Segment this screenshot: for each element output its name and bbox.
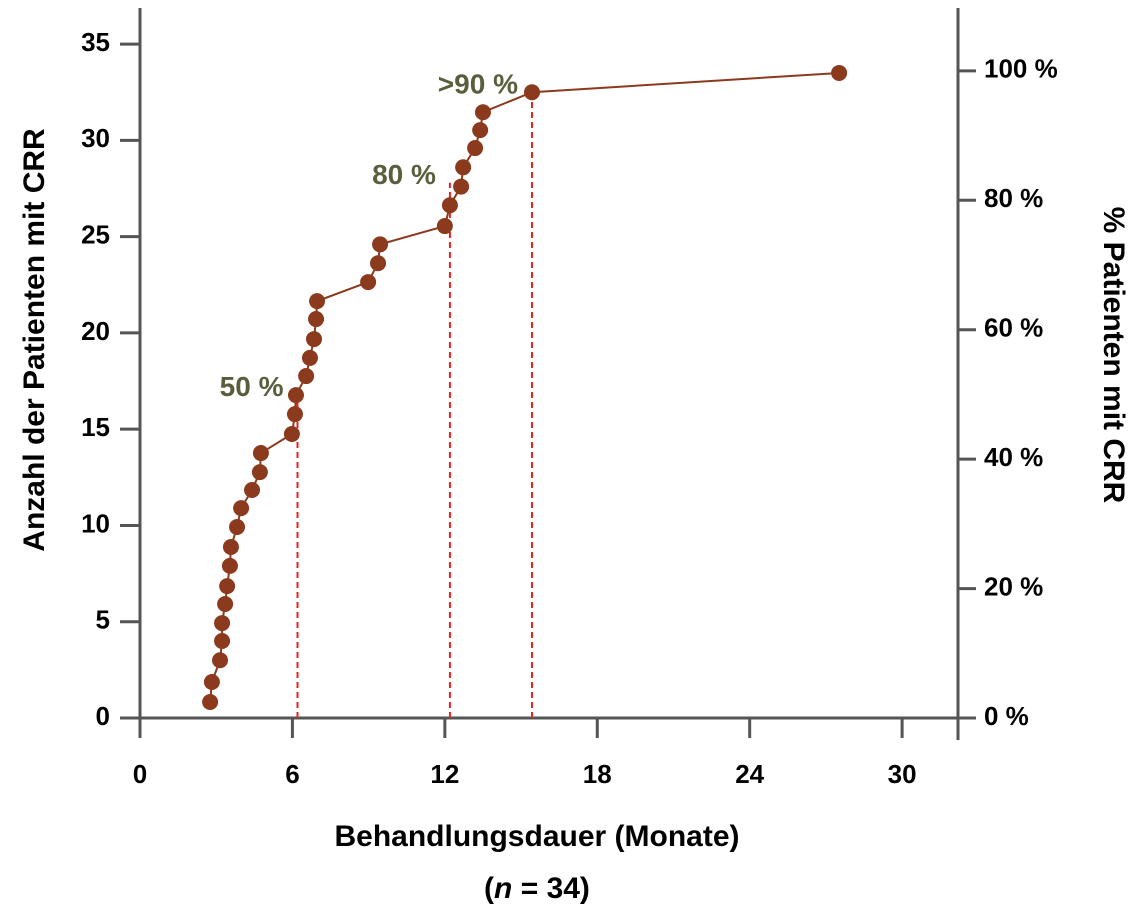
y-tick-label: 5 [96, 605, 110, 635]
point [214, 633, 230, 649]
y2-tick-label: 60 % [984, 313, 1043, 343]
point [309, 293, 325, 309]
point [288, 387, 304, 403]
point [467, 140, 483, 156]
annotation: 80 % [372, 159, 436, 190]
point [202, 694, 218, 710]
point [306, 331, 322, 347]
chart: Behandlungsdauer (Monate) (n = 34) Anzah… [0, 0, 1136, 911]
point [831, 65, 847, 81]
point [212, 652, 228, 668]
point [308, 311, 324, 327]
point [472, 122, 488, 138]
x-tick-label: 12 [430, 759, 459, 789]
point [229, 519, 245, 535]
point [253, 445, 269, 461]
line [210, 73, 839, 702]
point [298, 368, 314, 384]
note-part: = 34) [512, 872, 590, 905]
y-tick-label: 25 [81, 220, 110, 250]
y-tick-label: 20 [81, 316, 110, 346]
y2-tick-label: 100 % [984, 54, 1058, 84]
point [233, 500, 249, 516]
point [223, 539, 239, 555]
point [284, 426, 300, 442]
x-tick-label: 30 [888, 759, 917, 789]
point [453, 179, 469, 195]
point [360, 274, 376, 290]
x-tick-label: 18 [583, 759, 612, 789]
note-part: ( [484, 872, 494, 905]
point [437, 218, 453, 234]
point [372, 236, 388, 252]
y-tick-label: 15 [81, 412, 110, 442]
y2-tick-label: 80 % [984, 183, 1043, 213]
annotation: 50 % [220, 371, 284, 402]
y2-tick-label: 0 % [984, 701, 1029, 731]
x-axis-title: Behandlungsdauer (Monate) [334, 820, 739, 853]
y2-tick-label: 40 % [984, 442, 1043, 472]
point [442, 197, 458, 213]
point [475, 104, 491, 120]
point [302, 350, 318, 366]
x-axis-note: (n = 34) [484, 872, 590, 905]
point [217, 596, 233, 612]
point [287, 406, 303, 422]
y-tick-label: 0 [96, 701, 110, 731]
point [219, 578, 235, 594]
point [222, 558, 238, 574]
x-tick-label: 0 [133, 759, 147, 789]
annotation: >90 % [438, 69, 518, 100]
x-tick-label: 24 [735, 759, 764, 789]
note-part: n [494, 872, 512, 905]
point [214, 615, 230, 631]
point [524, 84, 540, 100]
x-tick-label: 6 [285, 759, 299, 789]
y2-axis-title: % Patienten mit CRR [1097, 207, 1130, 504]
y-axis-title: Anzahl der Patienten mit CRR [18, 128, 51, 552]
point [244, 482, 260, 498]
point [204, 674, 220, 690]
point [455, 159, 471, 175]
y-tick-label: 30 [81, 123, 110, 153]
y-tick-label: 10 [81, 508, 110, 538]
y2-tick-label: 20 % [984, 571, 1043, 601]
y-tick-label: 35 [81, 27, 110, 57]
point [252, 464, 268, 480]
point [370, 255, 386, 271]
